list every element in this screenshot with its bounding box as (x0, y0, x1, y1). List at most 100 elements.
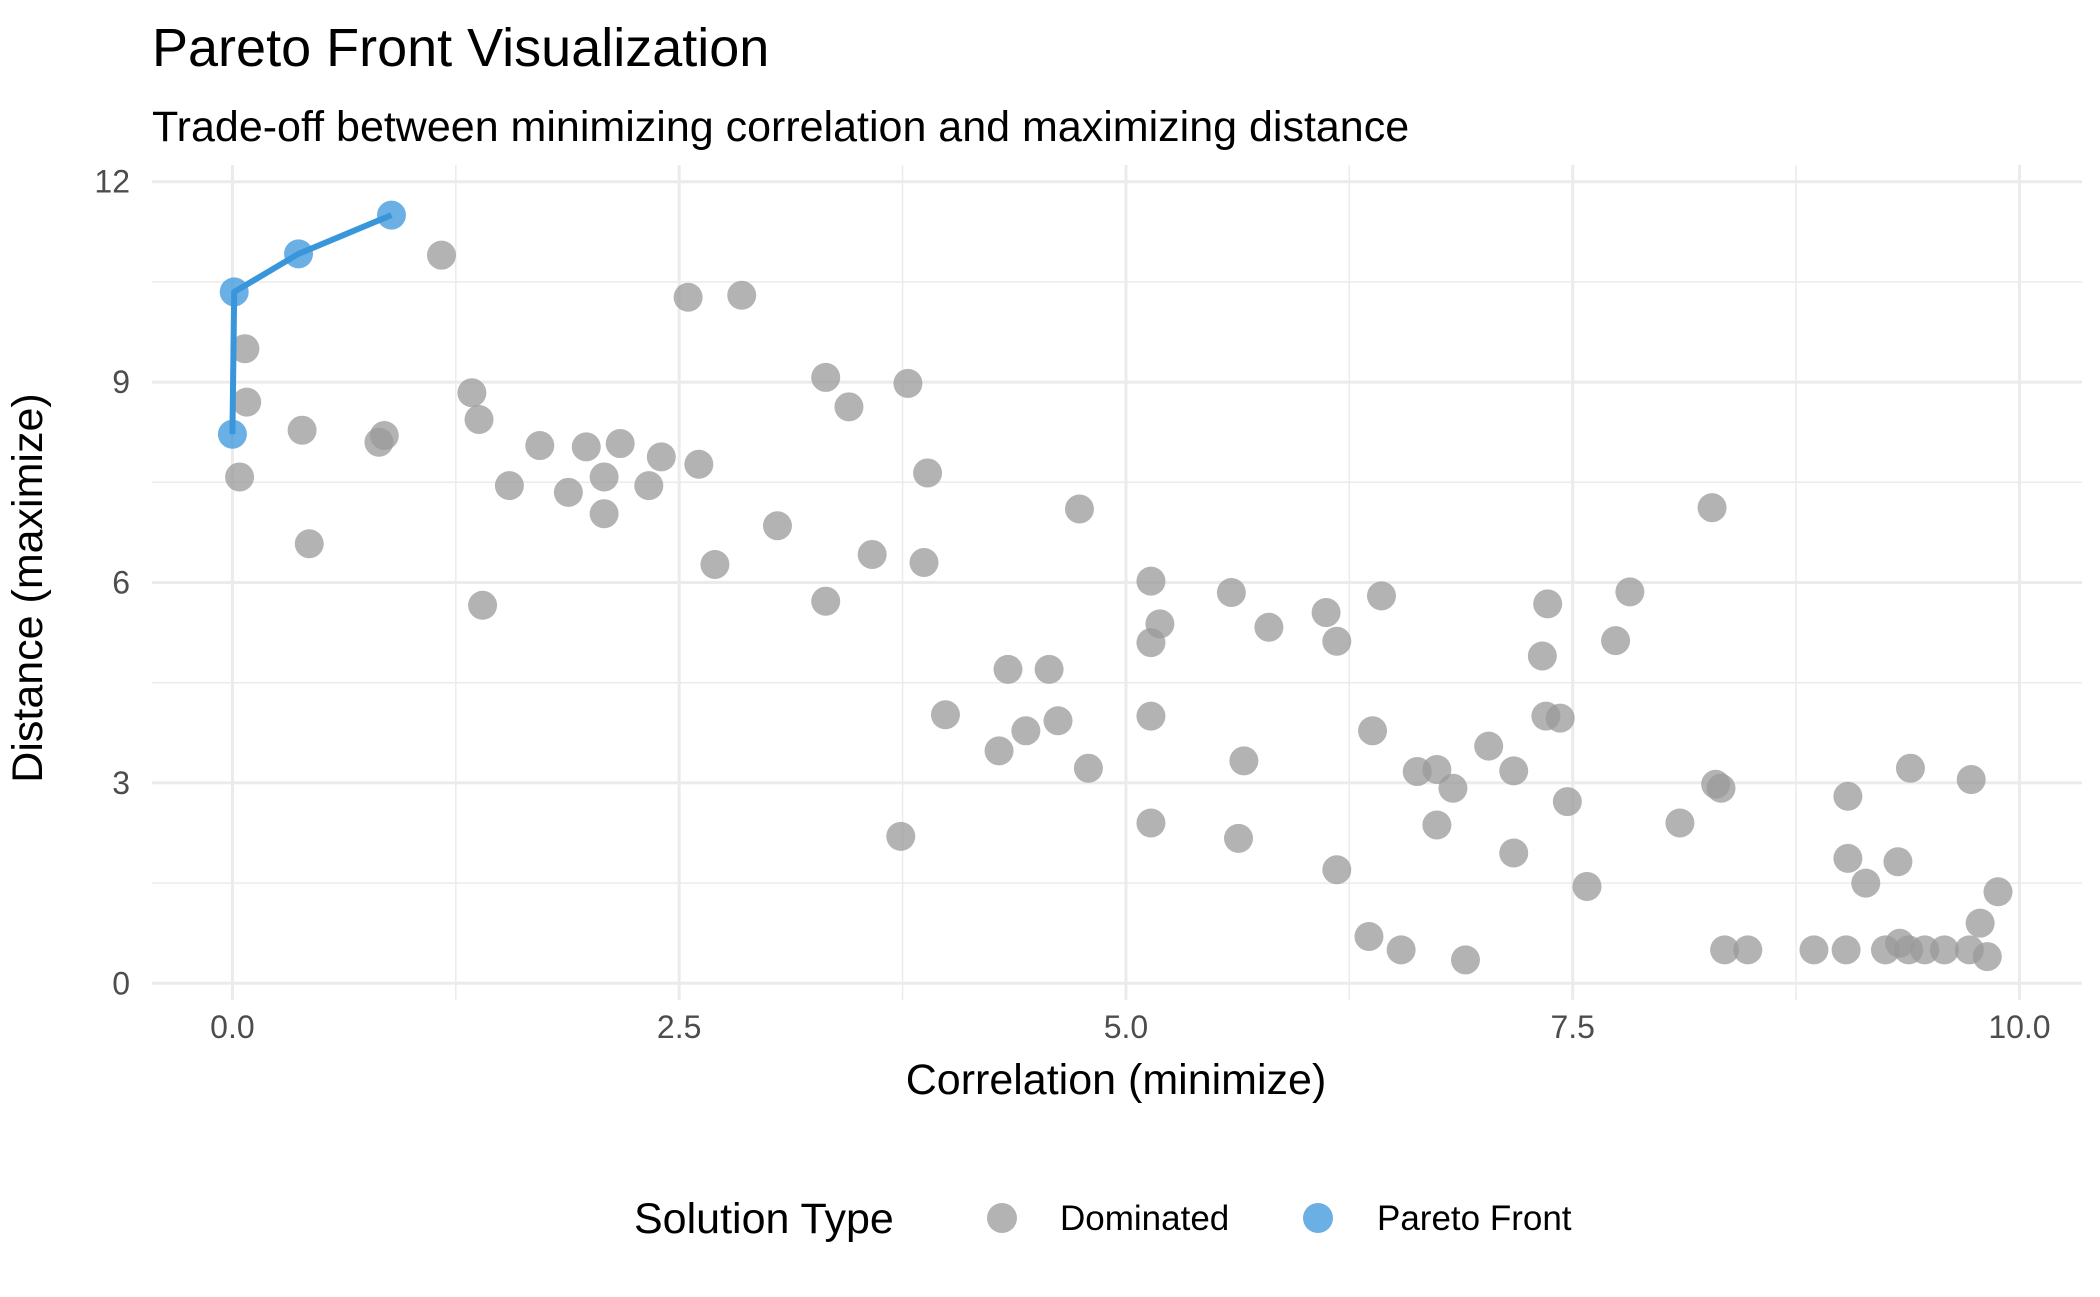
dominated-point (1311, 598, 1341, 628)
x-tick-label: 5.0 (1104, 1009, 1148, 1045)
dominated-point (1956, 765, 1986, 795)
pareto-front-point (376, 200, 406, 230)
dominated-point (930, 700, 960, 730)
y-tick-label: 12 (94, 164, 130, 200)
pareto-front-line (229, 212, 393, 435)
dominated-point (684, 449, 714, 479)
dominated-point (1450, 945, 1480, 975)
dominated-point (1533, 589, 1563, 619)
dominated-point (993, 654, 1023, 684)
dominated-point (1229, 746, 1259, 776)
dominated-point (1965, 908, 1995, 938)
dominated-point (589, 462, 619, 492)
data-points (217, 200, 2013, 975)
x-tick-label: 0.0 (210, 1009, 254, 1045)
dominated-point (1358, 716, 1388, 746)
dominated-point (700, 549, 730, 579)
dominated-point (1073, 753, 1103, 783)
legend-key-pareto-front (1303, 1203, 1333, 1233)
dominated-point (294, 529, 324, 559)
dominated-point (1706, 773, 1736, 803)
dominated-point (984, 736, 1014, 766)
dominated-point (1136, 628, 1166, 658)
x-axis-title: Correlation (minimize) (906, 1056, 1327, 1104)
dominated-point (1697, 493, 1727, 523)
dominated-point (1354, 922, 1384, 952)
dominated-point (553, 477, 583, 507)
dominated-point (1895, 753, 1925, 783)
dominated-point (1386, 935, 1416, 965)
dominated-point (893, 368, 923, 398)
dominated-point (1011, 716, 1041, 746)
dominated-point (727, 280, 757, 310)
dominated-point (605, 429, 635, 459)
dominated-point (634, 471, 664, 501)
chart-subtitle: Trade-off between minimizing correlation… (152, 103, 1409, 151)
grid (152, 165, 2082, 1000)
dominated-point (1136, 808, 1166, 838)
dominated-point (834, 392, 864, 422)
dominated-point (1972, 942, 2002, 972)
dominated-point (1438, 773, 1468, 803)
pareto-front-point (219, 277, 249, 307)
dominated-point (1422, 810, 1452, 840)
x-tick-label: 10.0 (1988, 1009, 2050, 1045)
dominated-point (1929, 935, 1959, 965)
dominated-point (589, 499, 619, 529)
dominated-point (1474, 731, 1504, 761)
dominated-point (525, 431, 555, 461)
pareto-front-point (284, 239, 314, 269)
dominated-point (230, 334, 260, 364)
dominated-point (1322, 626, 1352, 656)
dominated-point (1831, 935, 1861, 965)
legend-label-pareto-front: Pareto Front (1377, 1199, 1572, 1238)
chart-title: Pareto Front Visualization (152, 18, 769, 78)
dominated-point (1733, 935, 1763, 965)
dominated-point (909, 547, 939, 577)
dominated-point (1572, 871, 1602, 901)
dominated-point (1499, 838, 1529, 868)
y-tick-label: 6 (112, 565, 130, 601)
dominated-point (1552, 787, 1582, 817)
dominated-point (1833, 781, 1863, 811)
dominated-point (1034, 654, 1064, 684)
dominated-point (464, 405, 494, 435)
dominated-point (1136, 701, 1166, 731)
legend-title: Solution Type (634, 1195, 894, 1243)
x-tick-label: 2.5 (657, 1009, 701, 1045)
dominated-point (811, 362, 841, 392)
dominated-point (1043, 706, 1073, 736)
dominated-point (646, 442, 676, 472)
dominated-point (494, 471, 524, 501)
dominated-point (1833, 843, 1863, 873)
dominated-point (225, 462, 255, 492)
dominated-point (468, 590, 498, 620)
dominated-point (1710, 935, 1740, 965)
dominated-point (857, 539, 887, 569)
dominated-point (1665, 808, 1695, 838)
dominated-point (913, 458, 943, 488)
dominated-point (1216, 578, 1246, 608)
pareto-front-point (217, 419, 247, 449)
dominated-point (1799, 935, 1829, 965)
dominated-point (1136, 566, 1166, 596)
dominated-point (427, 240, 456, 270)
legend: Solution Type Dominated Pareto Front (634, 1195, 1572, 1243)
x-axis-ticks: 0.0 2.5 5.0 7.5 10.0 (210, 1009, 2050, 1045)
dominated-point (232, 387, 262, 417)
dominated-point (1983, 877, 2013, 907)
dominated-point (886, 821, 916, 851)
legend-label-dominated: Dominated (1060, 1199, 1229, 1238)
x-tick-label: 7.5 (1550, 1009, 1594, 1045)
dominated-point (1615, 577, 1645, 607)
legend-key-dominated (987, 1203, 1017, 1233)
y-axis-ticks: 0 3 6 9 12 (94, 164, 130, 1002)
dominated-point (1851, 868, 1881, 898)
dominated-point (1322, 855, 1352, 885)
dominated-point (1601, 626, 1631, 656)
dominated-point (1527, 641, 1557, 671)
y-tick-label: 0 (112, 965, 130, 1001)
dominated-point (1254, 612, 1284, 642)
dominated-point (287, 415, 317, 445)
